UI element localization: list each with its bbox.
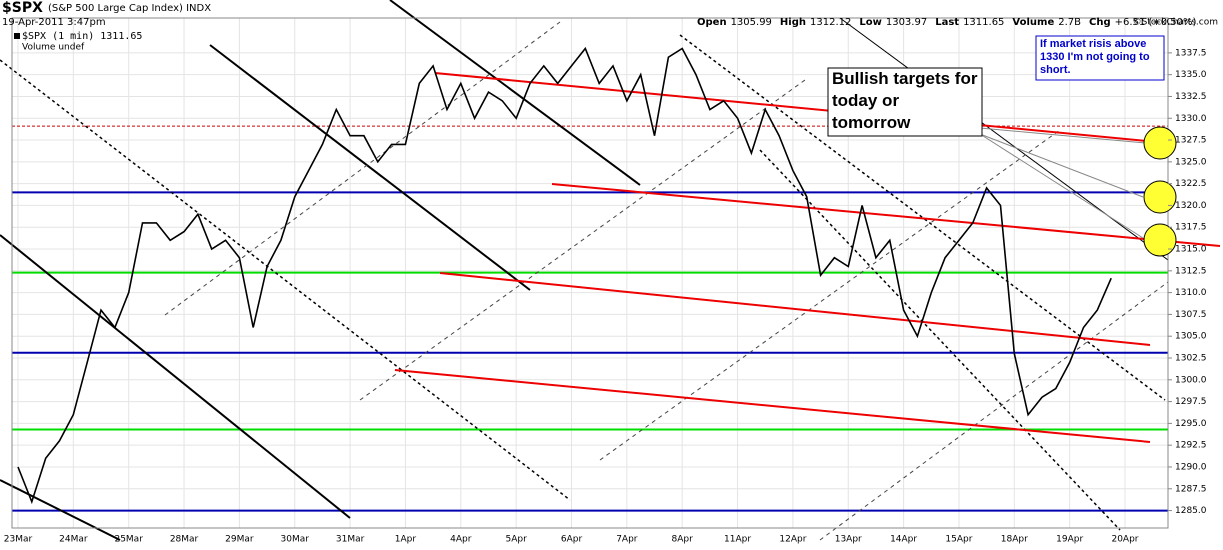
timestamp: 19-Apr-2011 3:47pm: [2, 17, 106, 28]
plot-frame: [11, 17, 1169, 529]
y-tick-label: 1320.0: [1175, 201, 1207, 211]
x-tick-label: 25Mar: [114, 535, 143, 545]
x-tick-label: 12Apr: [779, 535, 806, 545]
x-tick-label: 4Apr: [450, 535, 472, 545]
stat-value: 1303.97: [886, 17, 927, 28]
channel-line: [0, 479, 121, 541]
y-tick-label: 1310.0: [1175, 288, 1207, 298]
channel-line: [839, 17, 1169, 261]
y-tick-label: 1307.5: [1175, 310, 1207, 320]
y-tick-label: 1302.5: [1175, 354, 1207, 364]
note-box: [1035, 35, 1165, 81]
chart-title: $SPX: [2, 0, 43, 16]
stat-value: 1305.99: [731, 17, 772, 28]
target-circle: [1143, 180, 1177, 214]
red-trend-line: [439, 272, 1151, 346]
x-tick-label: 31Mar: [336, 535, 365, 545]
x-tick-label: 29Mar: [225, 535, 254, 545]
y-tick-label: 1297.5: [1175, 397, 1207, 407]
red-trend-line: [434, 72, 1169, 144]
x-tick-label: 14Apr: [890, 535, 917, 545]
stat-value: 1312.12: [810, 17, 851, 28]
y-tick-label: 1295.0: [1175, 419, 1207, 429]
y-tick-label: 1315.0: [1175, 245, 1207, 255]
price-layer: [17, 46, 1112, 505]
stat-value: 2.7B: [1058, 17, 1081, 28]
x-tick-label: 11Apr: [724, 535, 751, 545]
x-tick-label: 30Mar: [281, 535, 310, 545]
channel-line: [599, 129, 1061, 461]
y-tick-label: 1317.5: [1175, 223, 1207, 233]
x-tick-label: 5Apr: [506, 535, 528, 545]
y-tick-label: 1300.0: [1175, 375, 1207, 385]
x-tick-label: 8Apr: [672, 535, 694, 545]
price-line: [17, 46, 1112, 505]
stat-label: High: [780, 17, 806, 28]
stat-value: +6.51 (+0.50%): [1115, 17, 1197, 28]
y-tick-label: 1330.0: [1175, 114, 1207, 124]
y-tick-label: 1312.5: [1175, 266, 1207, 276]
y-tick-label: 1335.0: [1175, 70, 1207, 80]
y-tick-label: 1285.0: [1175, 506, 1207, 516]
callout-text: Bullish targets for today or tomorrow: [832, 69, 978, 132]
y-tick-label: 1305.0: [1175, 332, 1207, 342]
target-circle: [1143, 223, 1177, 257]
y-tick-label: 1292.5: [1175, 441, 1207, 451]
channel-line: [0, 59, 571, 501]
channel-line: [164, 21, 561, 316]
x-tick-label: 24Mar: [59, 535, 88, 545]
y-tick-label: 1332.5: [1175, 92, 1207, 102]
x-tick-label: 6Apr: [561, 535, 583, 545]
stat-label: Low: [859, 17, 881, 28]
legend-swatch: [14, 33, 20, 39]
x-tick-label: 23Mar: [4, 535, 33, 545]
callout: Bullish targets for today or tomorrow: [832, 69, 978, 132]
channel-line: [819, 281, 1169, 541]
x-tick-label: 1Apr: [395, 535, 417, 545]
stat-value: 1311.65: [963, 17, 1004, 28]
y-tick-label: 1322.5: [1175, 179, 1207, 189]
channel-line: [0, 234, 351, 519]
x-tick-label: 13Apr: [835, 535, 862, 545]
pointer-line: [979, 127, 1146, 144]
chart-subtitle: (S&P 500 Large Cap Index) INDX: [48, 3, 211, 14]
stat-label: Last: [935, 17, 959, 28]
channel-line: [759, 149, 1121, 531]
x-tick-label: 15Apr: [945, 535, 972, 545]
x-tick-label: 18Apr: [1001, 535, 1028, 545]
channel-line: [389, 0, 641, 186]
red-trend-line: [551, 183, 1221, 247]
x-tick-label: 7Apr: [616, 535, 638, 545]
y-tick-label: 1287.5: [1175, 484, 1207, 494]
target-circle: [1143, 126, 1177, 160]
reference-layer: [12, 125, 1168, 512]
y-tick-label: 1337.5: [1175, 48, 1207, 58]
callout-box: [827, 67, 983, 137]
red-trend-line: [394, 369, 1151, 443]
stats: Open 1305.99 High 1312.12 Low 1303.97 Last 1311…: [697, 17, 1196, 28]
stat-label: Chg: [1089, 17, 1111, 28]
legend-entry: $SPX (1 min) 1311.65: [22, 31, 142, 42]
source: ©StockCharts.com: [1133, 18, 1218, 28]
y-tick-label: 1327.5: [1175, 136, 1207, 146]
note-text: If market risis above 1330 I'm not going…: [1040, 38, 1150, 76]
pointer-line: [979, 133, 1144, 239]
y-tick-label: 1290.0: [1175, 462, 1207, 472]
x-tick-label: 19Apr: [1056, 535, 1083, 545]
y-tick-label: 1325.0: [1175, 157, 1207, 167]
x-tick-label: 20Apr: [1111, 535, 1138, 545]
x-tick-label: 28Mar: [170, 535, 199, 545]
pointer-line: [979, 133, 1144, 198]
channel-line: [359, 79, 806, 401]
channel-line: [209, 44, 531, 291]
volume-note: Volume undef: [22, 43, 85, 53]
stat-label: Volume: [1012, 17, 1054, 28]
stat-label: Open: [697, 17, 727, 28]
note: If market risis above 1330 I'm not going…: [1040, 38, 1150, 76]
